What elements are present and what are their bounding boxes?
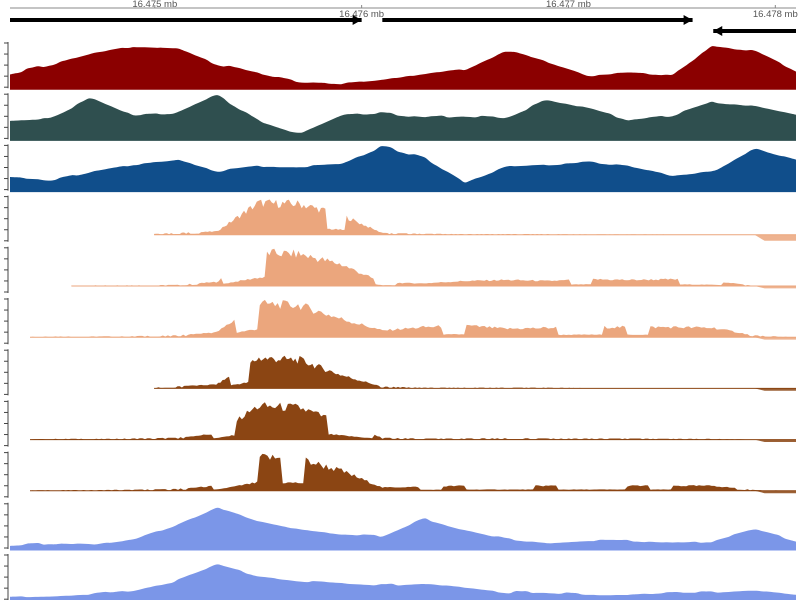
coverage-area [30,453,796,491]
signal-area [10,146,796,192]
axis-tick-label: 16.476 mb [339,9,384,20]
track-7 [4,349,797,396]
coverage-negative [754,388,796,391]
axis-tick-label: 16.475 mb [132,0,177,10]
gene-arrowhead [713,26,723,36]
coverage-area [71,248,797,286]
track-10 [4,502,796,551]
coverage-area [154,199,797,235]
signal-area [10,564,796,600]
coverage-negative [754,337,796,340]
coverage-negative [754,286,796,289]
gene-track [10,15,796,36]
signal-area [10,46,796,90]
coverage-area [30,299,796,338]
coverage-negative [754,439,796,442]
gene-arrowhead [352,15,362,25]
track-5 [4,246,797,293]
coverage-negative [754,234,796,241]
track-2 [4,93,796,141]
genomic-axis: 16.475 mb 16.476 mb 16.477 mb 16.478 mb [10,0,798,20]
coverage-area [30,402,796,440]
track-6 [4,298,796,345]
track-1 [4,42,796,90]
track-3 [4,144,796,193]
gene-arrowhead [683,15,693,25]
track-8 [4,400,796,447]
signal-area [10,95,796,141]
signal-area [10,507,796,550]
coverage-negative [754,490,796,494]
track-11 [4,554,796,600]
track-9 [4,451,796,498]
axis-tick-label: 16.477 mb [546,0,591,10]
track-4 [4,195,797,242]
coverage-area [154,355,797,389]
signal-tracks [4,42,797,600]
axis-tick-label: 16.478 mb [753,9,798,20]
